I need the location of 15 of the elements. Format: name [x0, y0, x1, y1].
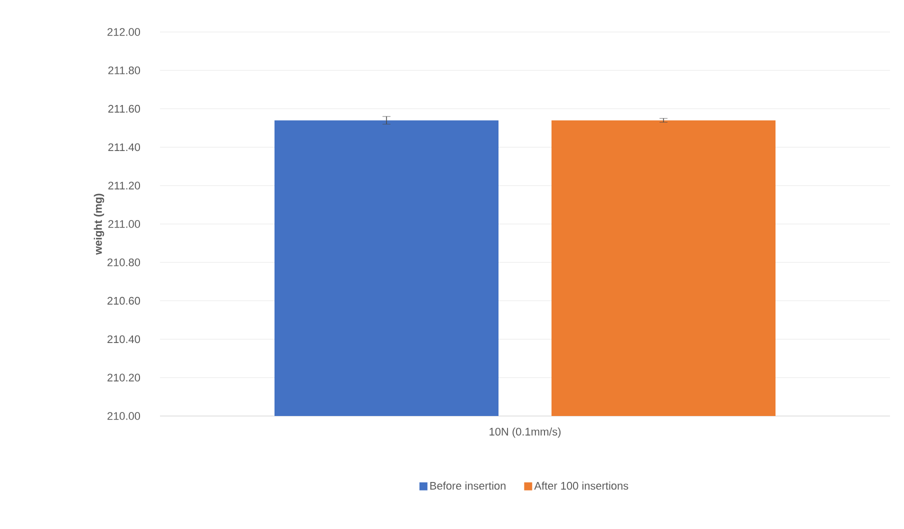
- y-tick-label: 212.00: [108, 28, 140, 36]
- y-tick-label: 210.60: [108, 296, 140, 305]
- y-tick-label: 210.40: [108, 335, 140, 344]
- y-tick-label: 211.80: [108, 66, 140, 74]
- y-axis-title: weight (mg): [94, 194, 104, 255]
- legend-label: Before insertion: [430, 482, 506, 490]
- legend-label: After 100 insertions: [534, 482, 628, 490]
- y-tick-label: 211.60: [108, 104, 140, 113]
- y-tick-label: 210.20: [108, 374, 140, 382]
- y-tick-label: 211.40: [108, 143, 140, 152]
- y-tick-label: 210.80: [108, 258, 140, 266]
- x-tick-label: 10N (0.1mm/s): [490, 428, 561, 438]
- y-tick-label: 211.00: [108, 220, 140, 228]
- y-tick-label: 211.20: [108, 182, 140, 190]
- y-tick-label: 210.00: [108, 412, 140, 420]
